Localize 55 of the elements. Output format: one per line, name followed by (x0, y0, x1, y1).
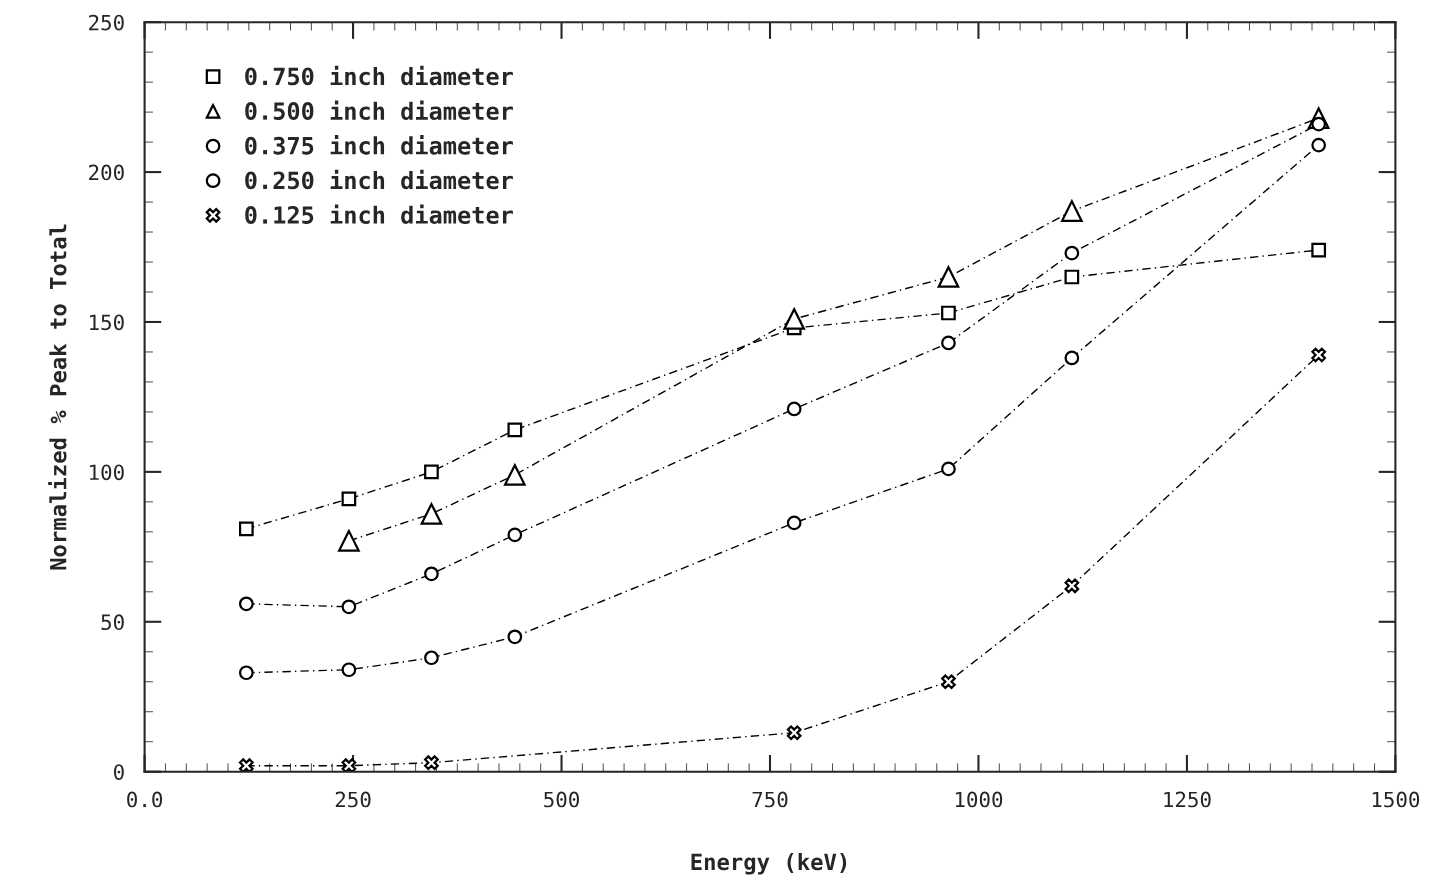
point (783, 308, 806, 330)
point (1064, 350, 1080, 366)
point (786, 401, 802, 417)
point (1311, 347, 1327, 363)
x-axis-title: Energy (keV) (691, 853, 847, 875)
point (1064, 269, 1080, 285)
point (341, 491, 357, 507)
point (941, 461, 956, 477)
point (424, 464, 439, 480)
point (424, 755, 439, 771)
x-tick-label: 1500 (1372, 791, 1420, 808)
x-tick-label: 0.0 (127, 791, 163, 808)
point (1064, 578, 1080, 594)
x-tick-label: 750 (752, 791, 788, 808)
point (238, 521, 254, 537)
point (238, 665, 254, 681)
point (238, 758, 254, 772)
legend-label: 0.250 inch diameter (245, 169, 513, 190)
legend-label: 0.375 inch diameter (245, 135, 513, 155)
y-tick-label: 100 (90, 464, 124, 481)
legend-label: 0.125 inch diameter (245, 204, 513, 224)
point (941, 305, 956, 321)
x-tick-label: 500 (544, 791, 579, 808)
y-tick-label: 0 (113, 764, 124, 780)
point (341, 662, 357, 678)
y-tick-label: 150 (90, 314, 124, 331)
point (1311, 242, 1327, 258)
point (507, 629, 523, 645)
point (507, 527, 523, 543)
point (937, 266, 960, 288)
point (420, 503, 443, 525)
point (424, 566, 439, 582)
point (238, 596, 254, 612)
point (507, 422, 523, 438)
point (941, 335, 956, 351)
y-tick-label: 50 (101, 614, 124, 631)
point (1311, 137, 1327, 153)
point (786, 725, 802, 741)
point (941, 674, 956, 690)
point (504, 464, 526, 486)
legend-label: 0.750 inch diameter (245, 65, 513, 86)
point (341, 758, 357, 772)
x-tick-label: 1000 (955, 791, 1003, 808)
y-tick-label: 250 (89, 14, 124, 31)
point (1061, 200, 1083, 222)
point (341, 599, 357, 615)
x-tick-label: 250 (335, 791, 371, 808)
point (424, 650, 439, 666)
point (1064, 245, 1080, 261)
y-axis-title: Normalized % Peak to Total (48, 224, 67, 570)
legend-label: 0.500 inch diameter (245, 100, 513, 120)
x-tick-label: 1250 (1164, 791, 1211, 808)
y-tick-label: 200 (89, 164, 124, 181)
point (786, 515, 802, 531)
point (338, 530, 360, 552)
